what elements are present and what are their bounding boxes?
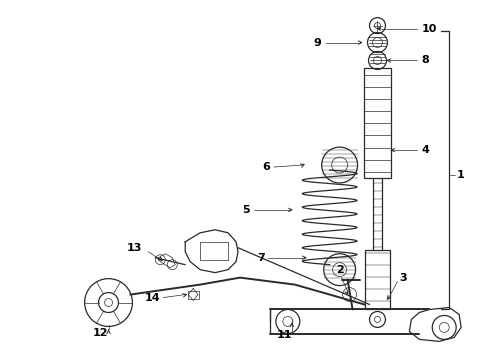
Text: 14: 14: [144, 293, 160, 302]
Text: 5: 5: [242, 205, 249, 215]
Text: 8: 8: [421, 55, 428, 66]
Text: 12: 12: [93, 328, 108, 338]
Text: 11: 11: [277, 330, 292, 341]
Text: 4: 4: [421, 145, 428, 155]
Text: 10: 10: [421, 24, 436, 33]
Text: 6: 6: [262, 162, 269, 172]
Text: 7: 7: [257, 253, 264, 263]
Text: 2: 2: [335, 265, 343, 275]
Bar: [363, 68, 390, 178]
Text: 9: 9: [313, 37, 321, 48]
Text: 13: 13: [127, 243, 142, 253]
Bar: [364, 250, 389, 310]
Text: 1: 1: [456, 170, 464, 180]
Bar: [188, 291, 199, 298]
Text: 3: 3: [399, 273, 406, 283]
